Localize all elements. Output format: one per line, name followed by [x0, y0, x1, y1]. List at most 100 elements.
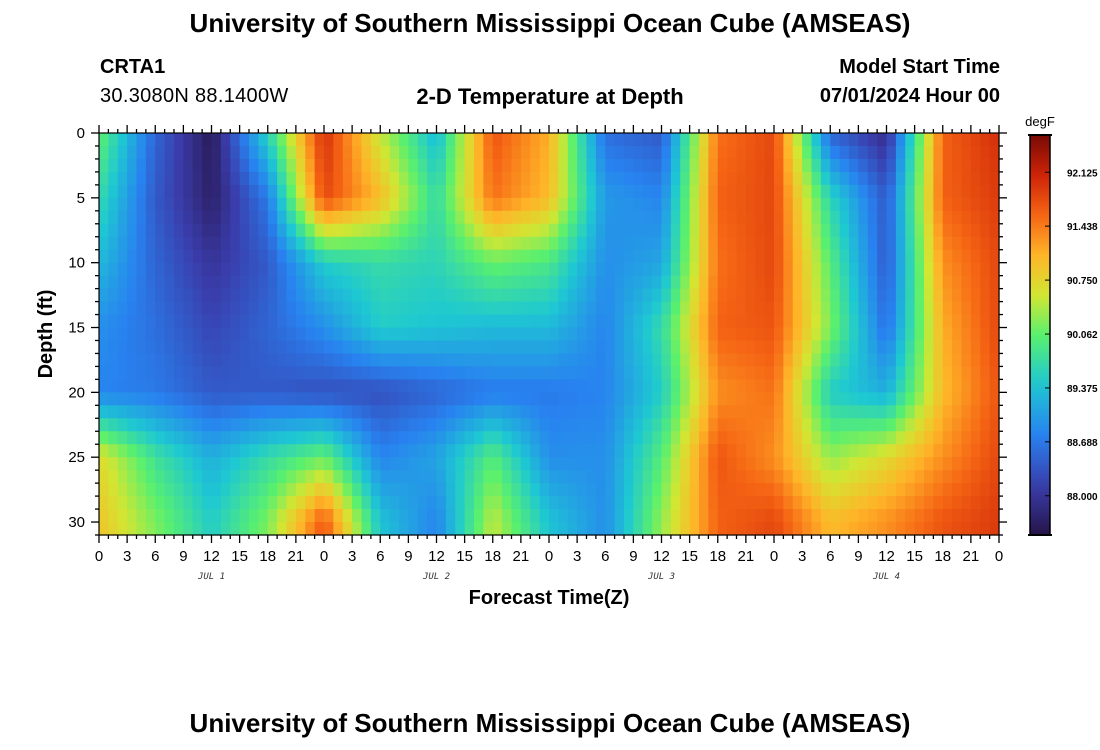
heatmap-cell [595, 301, 606, 316]
heatmap-cell [567, 379, 578, 393]
heatmap-cell [558, 301, 569, 316]
heatmap-cell [886, 392, 897, 406]
heatmap-cell [858, 301, 869, 316]
heatmap-cell [727, 314, 738, 329]
heatmap-cell [989, 405, 1000, 419]
heatmap-cell [961, 210, 972, 225]
heatmap-cell [980, 366, 991, 380]
heatmap-cell [502, 431, 513, 445]
heatmap-cell [755, 431, 766, 445]
heatmap-cell [277, 262, 288, 277]
heatmap-cell [174, 145, 184, 160]
heatmap-cell [624, 314, 634, 329]
heatmap-cell [961, 444, 972, 458]
heatmap-cell [295, 522, 306, 536]
heatmap-cell [699, 327, 709, 342]
heatmap-cell [258, 249, 269, 264]
heatmap-cell [408, 470, 419, 484]
heatmap-cell [783, 327, 794, 342]
heatmap-cell [774, 327, 784, 342]
heatmap-cell [867, 223, 878, 238]
heatmap-cell [614, 197, 625, 212]
heatmap-cell [286, 522, 297, 536]
heatmap-cell [942, 379, 953, 393]
heatmap-cell [952, 457, 963, 471]
heatmap-cell [633, 301, 644, 316]
heatmap-cell [249, 483, 259, 497]
heatmap-cell [745, 457, 756, 471]
heatmap-cell [839, 158, 850, 173]
heatmap-cell [942, 184, 953, 199]
heatmap-cell [492, 249, 503, 264]
heatmap-cell [286, 249, 297, 264]
heatmap-cell [136, 379, 147, 393]
heatmap-cell [295, 483, 306, 497]
heatmap-cell [380, 509, 391, 523]
heatmap-cell [820, 184, 831, 199]
heatmap-cell [342, 145, 353, 160]
heatmap-cell [539, 444, 550, 458]
heatmap-cell [436, 145, 447, 160]
heatmap-cell [858, 236, 869, 251]
heatmap-cell [970, 431, 981, 445]
heatmap-cell [399, 133, 409, 147]
heatmap-cell [624, 379, 634, 393]
heatmap-cell [286, 210, 297, 225]
heatmap-cell [277, 171, 288, 186]
heatmap-cell [605, 392, 616, 406]
heatmap-cell [764, 210, 775, 225]
heatmap-cell [436, 223, 447, 238]
heatmap-cell [689, 197, 700, 212]
heatmap-cell [558, 210, 569, 225]
heatmap-cell [858, 223, 869, 238]
heatmap-cell [464, 197, 475, 212]
heatmap-cell [717, 249, 728, 264]
heatmap-cell [942, 145, 953, 160]
heatmap-cell [680, 314, 691, 329]
heatmap-cell [117, 522, 128, 536]
heatmap-cell [755, 158, 766, 173]
heatmap-cell [577, 184, 588, 199]
heatmap-cell [483, 301, 494, 316]
heatmap-cell [127, 301, 138, 316]
heatmap-cell [333, 145, 344, 160]
heatmap-cell [455, 379, 466, 393]
heatmap-cell [530, 158, 541, 173]
heatmap-cell [108, 301, 119, 316]
heatmap-cell [230, 210, 241, 225]
heatmap-cell [192, 133, 203, 147]
heatmap-cell [108, 171, 119, 186]
heatmap-cell [445, 366, 456, 380]
heatmap-cell [370, 379, 381, 393]
heatmap-cell [389, 288, 400, 303]
heatmap-cell [314, 470, 325, 484]
heatmap-cell [277, 133, 288, 147]
heatmap-cell [577, 379, 588, 393]
heatmap-cell [539, 431, 550, 445]
heatmap-cell [924, 496, 934, 510]
heatmap-cell [342, 171, 353, 186]
heatmap-cell [624, 133, 634, 147]
heatmap-cell [230, 236, 241, 251]
heatmap-cell [230, 379, 241, 393]
heatmap-cell [399, 418, 409, 432]
heatmap-cell [192, 327, 203, 342]
heatmap-cell [699, 340, 709, 355]
heatmap-cell [520, 340, 531, 355]
heatmap-cell [699, 431, 709, 445]
heatmap-cell [886, 444, 897, 458]
heatmap-cell [708, 431, 719, 445]
heatmap-cell [914, 145, 925, 160]
heatmap-cell [155, 262, 166, 277]
heatmap-cell [370, 470, 381, 484]
heatmap-cell [774, 496, 784, 510]
heatmap-cell [399, 444, 409, 458]
heatmap-cell [567, 171, 578, 186]
heatmap-cell [942, 418, 953, 432]
heatmap-cell [989, 509, 1000, 523]
heatmap-cell [614, 444, 625, 458]
heatmap-cell [314, 158, 325, 173]
heatmap-cell [867, 184, 878, 199]
heatmap-cell [502, 327, 513, 342]
heatmap-cell [539, 509, 550, 523]
